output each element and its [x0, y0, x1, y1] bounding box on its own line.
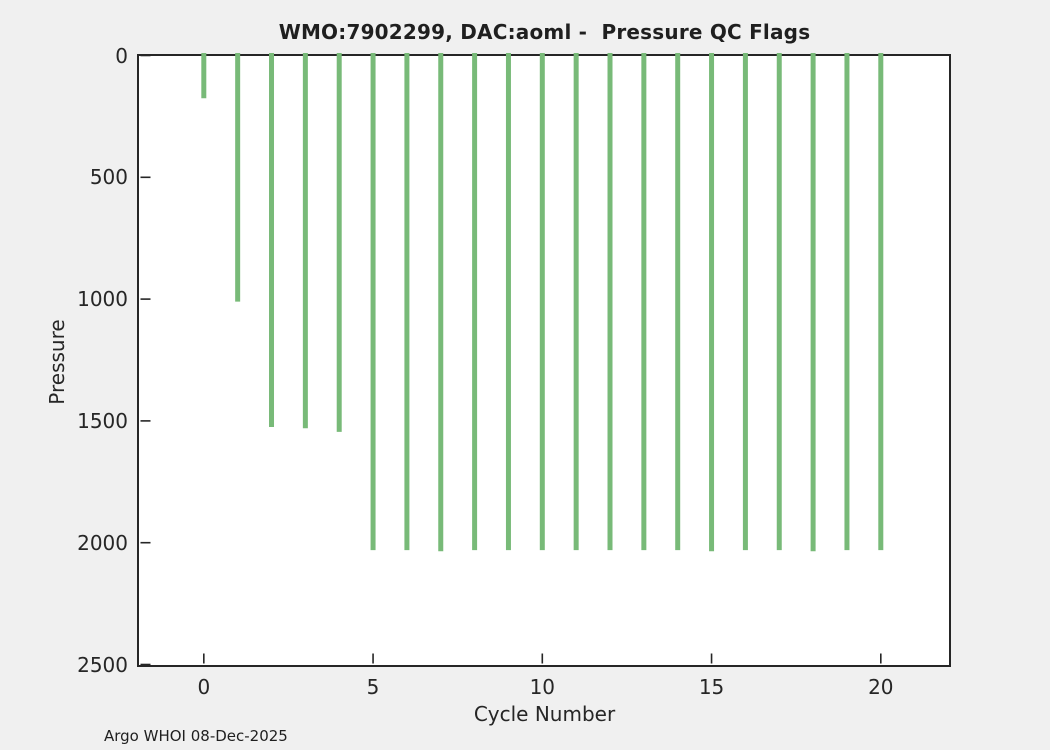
x-tick-label: 0: [197, 675, 211, 699]
y-tick-label: 500: [89, 165, 128, 190]
y-tick-label: 2500: [77, 652, 128, 677]
plot-area: [137, 54, 951, 667]
x-tick-label: 15: [698, 675, 725, 699]
chart-title: WMO:7902299, DAC:aoml - Pressure QC Flag…: [278, 20, 811, 44]
y-tick-label: 2000: [77, 530, 128, 555]
credit-annotation: Argo WHOI 08-Dec-2025: [104, 727, 288, 745]
x-tick-label: 20: [868, 675, 894, 699]
x-axis-label: Cycle Number: [473, 702, 616, 726]
x-tick-label: 10: [529, 675, 556, 699]
y-axis-label: Pressure: [45, 319, 69, 405]
y-tick-label: 1500: [77, 408, 128, 433]
y-tick-label: 0: [115, 43, 128, 68]
y-tick-label: 1000: [77, 287, 128, 312]
x-tick-label: 5: [366, 675, 380, 699]
